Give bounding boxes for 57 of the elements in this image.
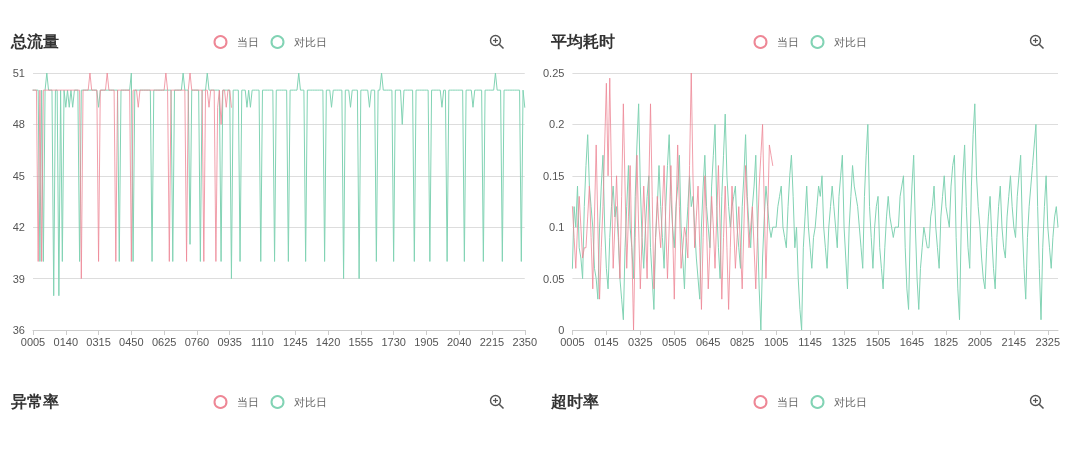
- x-tick-label: 1645: [899, 335, 925, 348]
- legend-label: 当日: [236, 395, 259, 409]
- x-tick-label: 2350: [512, 335, 538, 348]
- y-tick-label: 48: [12, 118, 25, 131]
- x-tick-label: 0825: [729, 335, 755, 348]
- x-tick-label: 1730: [381, 335, 406, 348]
- x-tick-label: 0450: [119, 335, 144, 348]
- x-tick-label: 1825: [933, 335, 959, 348]
- y-tick-label: 0: [558, 324, 565, 336]
- legend-label: 当日: [776, 35, 799, 49]
- x-tick-label: 0140: [53, 335, 79, 348]
- x-tick-label: 2040: [446, 335, 472, 348]
- x-tick-label: 1420: [315, 335, 341, 348]
- y-tick-label: 36: [12, 324, 25, 336]
- x-tick-label: 0005: [20, 335, 46, 348]
- x-tick-label: 2005: [967, 335, 993, 348]
- legend-label: 当日: [236, 35, 259, 49]
- x-tick-label: 0760: [184, 335, 210, 348]
- x-tick-label: 1325: [831, 335, 857, 348]
- x-tick-label: 0625: [151, 335, 177, 348]
- y-tick-label: 0.05: [542, 272, 565, 285]
- x-tick-label: 1110: [251, 335, 274, 348]
- y-tick-label: 0.1: [549, 221, 565, 234]
- y-tick-label: 0.2: [549, 118, 565, 131]
- x-tick-label: 1905: [414, 335, 439, 348]
- line-series: [32, 72, 232, 280]
- legend-label: 对比日: [293, 35, 327, 49]
- x-tick-label: 1505: [865, 335, 891, 348]
- x-tick-label: 0145: [594, 335, 619, 348]
- legend-label: 当日: [776, 395, 799, 409]
- y-tick-label: 0.15: [542, 169, 565, 182]
- x-tick-label: 0505: [662, 335, 687, 348]
- x-tick-label: 0935: [217, 335, 242, 348]
- y-tick-label: 45: [12, 169, 25, 182]
- x-tick-label: 0325: [628, 335, 653, 348]
- x-tick-label: 2215: [479, 335, 505, 348]
- x-tick-label: 1555: [348, 335, 374, 348]
- x-tick-label: 0005: [560, 335, 585, 348]
- y-tick-label: 0.25: [542, 67, 565, 79]
- y-tick-label: 51: [12, 67, 25, 79]
- x-tick-label: 2325: [1035, 335, 1061, 348]
- chart-title: 平均耗时: [550, 31, 615, 51]
- x-tick-label: 0315: [86, 335, 111, 348]
- x-tick-label: 1145: [798, 335, 822, 348]
- x-tick-label: 1245: [283, 335, 308, 348]
- y-tick-label: 42: [12, 221, 25, 234]
- x-tick-label: 0645: [696, 335, 721, 348]
- legend-label: 对比日: [833, 395, 867, 409]
- chart-title: 总流量: [10, 31, 59, 51]
- y-tick-label: 39: [12, 272, 25, 285]
- x-tick-label: 2145: [1001, 335, 1027, 348]
- legend-label: 对比日: [833, 35, 867, 49]
- text: 超时率: [550, 391, 599, 411]
- legend-label: 对比日: [293, 395, 327, 409]
- line-series: [571, 72, 774, 331]
- text: 异常率: [10, 391, 59, 411]
- x-tick-label: 1005: [763, 335, 789, 348]
